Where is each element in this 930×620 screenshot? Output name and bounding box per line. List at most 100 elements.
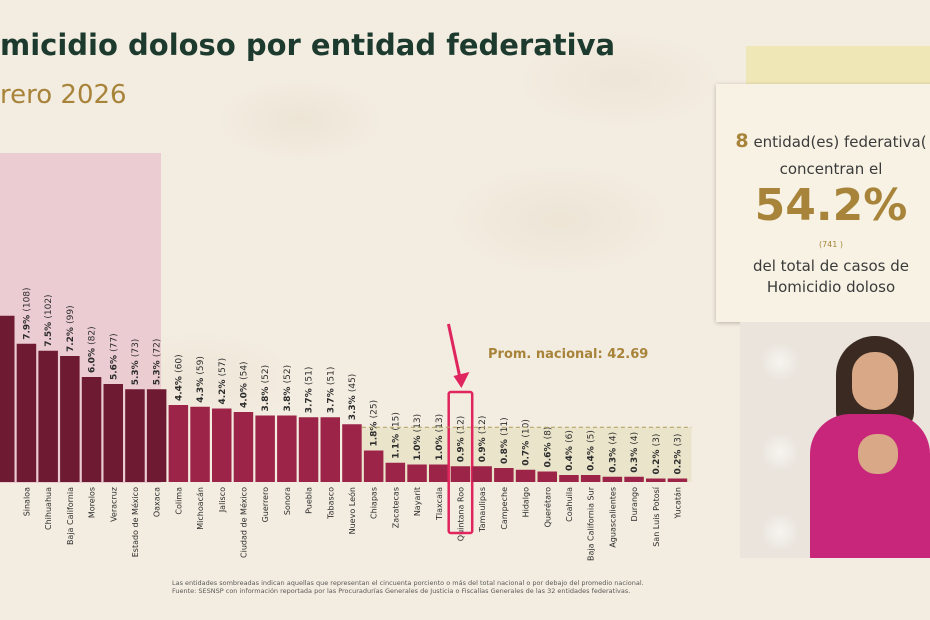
bar-michoacán (190, 406, 210, 482)
state-label: Guerrero (261, 487, 270, 522)
card-line-2: concentran el (779, 160, 883, 178)
state-label: Sonora (283, 487, 292, 515)
state-label: Sinaloa (22, 487, 31, 516)
card-line-3a: del total de casos de (752, 257, 910, 275)
bar-chiapas (363, 450, 384, 482)
bar-puebla (298, 417, 319, 482)
bar-oaxaca (146, 389, 167, 482)
state-label: Tlaxcala (435, 487, 444, 521)
state-label: Coahuila (565, 487, 574, 522)
bar-value-label: 3.7% (51) (326, 367, 336, 414)
footnote: Las entidades sombreadas indican aquella… (172, 579, 712, 595)
bar-nuevo-león (342, 424, 362, 482)
bar-san-luis-potosí (646, 478, 666, 482)
card-entities-text: entidad(es) federativa( (753, 133, 927, 151)
interpreter-hands (858, 434, 898, 474)
bar-value-label: 0.3% (4) (608, 432, 618, 473)
card-percentage: 54.2% (754, 180, 908, 231)
card-line-1: 8 entidad(es) federativa( (716, 130, 930, 152)
bar-value-label: 5.3% (73) (131, 339, 141, 386)
highlight-arrow-line (446, 323, 462, 381)
footnote-line-2: Fuente: SESNSP con información reportada… (172, 587, 631, 595)
bar-aguascalientes (602, 476, 623, 482)
bar-value-label: 0.9% (12) (478, 416, 488, 463)
bar-veracruz (103, 384, 123, 482)
bar-value-label: 0.2% (3) (652, 434, 662, 475)
state-label: Baja California (66, 487, 75, 545)
highlight-arrow-head (453, 372, 470, 388)
card-line-3: del total de casos de Homicidio doloso (716, 256, 930, 298)
state-label: Baja California Sur (587, 486, 596, 561)
state-label: Nayarit (413, 487, 422, 516)
state-label: Michoacán (196, 487, 205, 530)
bar-value-label: 5.6% (77) (109, 333, 119, 380)
state-label: Yucatán (673, 487, 682, 519)
bar-value-label: 3.8% (52) (261, 365, 271, 412)
card-count: 8 (735, 130, 749, 152)
bar-colima (168, 405, 189, 482)
bar-first (0, 315, 15, 482)
state-label: Hidalgo (522, 487, 531, 518)
bar-tlaxcala (429, 464, 449, 482)
bar-value-label: 6.0% (82) (88, 326, 98, 373)
state-label: Tabasco (326, 487, 335, 520)
state-label: Durango (630, 487, 639, 522)
bar-quintana-roo (450, 466, 471, 482)
state-label: Aguascalientes (608, 487, 617, 548)
summary-card: 8 entidad(es) federativa( concentran el … (716, 84, 930, 322)
bar-value-label: 3.8% (52) (283, 365, 293, 412)
state-label: Tamaulipas (478, 487, 487, 533)
card-cases: (741 ) (818, 240, 844, 249)
interpreter-face (852, 352, 898, 410)
state-label: Zacatecas (391, 487, 400, 528)
bar-guerrero (255, 415, 275, 482)
bar-value-label: 0.2% (3) (673, 434, 683, 475)
page-title: micidio doloso por entidad federativa (0, 28, 616, 62)
state-label: Jalisco (218, 487, 227, 513)
state-label: Oaxaca (153, 487, 162, 517)
bar-value-label: 5.3% (72) (153, 339, 163, 386)
bar-value-label: 3.7% (51) (305, 367, 315, 414)
bar-estado-de-méxico (125, 389, 145, 482)
state-label: Puebla (305, 487, 314, 514)
bar-sonora (277, 415, 297, 482)
bar-value-label: 0.4% (6) (565, 430, 575, 471)
state-label: Chiapas (370, 487, 379, 519)
bar-value-label: 7.9% (108) (22, 287, 32, 339)
bar-hidalgo (515, 469, 536, 482)
bar-value-label: 7.2% (99) (66, 305, 76, 352)
state-label: Chihuahua (44, 487, 53, 530)
bar-value-label: 3.3% (45) (348, 374, 358, 421)
bar-value-label: 0.3% (4) (630, 432, 640, 473)
footnote-line-1: Las entidades sombreadas indican aquella… (172, 579, 644, 587)
bar-value-label: 0.8% (11) (500, 417, 510, 464)
bar-value-label: 1.8% (25) (370, 400, 380, 447)
state-label: Veracruz (109, 487, 118, 522)
bar-value-label: 4.3% (59) (196, 356, 206, 403)
bar-campeche (494, 468, 514, 482)
bar-value-label: 0.4% (5) (587, 430, 597, 471)
state-label: Ciudad de México (238, 487, 248, 558)
bar-ciudad-de-méxico (233, 412, 254, 482)
bar-jalisco (212, 408, 232, 482)
bar-baja-california-sur (580, 475, 601, 482)
national-average-label: Prom. nacional: 42.69 (488, 347, 648, 362)
bar-value-label: 4.0% (54) (239, 361, 249, 408)
bar-value-label: 4.4% (60) (174, 354, 184, 401)
bar-querétaro (537, 471, 557, 482)
bar-value-label: 4.2% (57) (218, 358, 228, 405)
bar-value-label: 0.9% (12) (456, 416, 466, 463)
card-line-3b: Homicidio doloso (766, 278, 896, 296)
bar-yucatán (667, 478, 688, 482)
state-label: Estado de México (130, 487, 140, 557)
state-label: Colima (174, 487, 183, 515)
bar-tamaulipas (472, 466, 492, 482)
bar-value-label: 1.0% (13) (413, 414, 423, 461)
bar-tabasco (320, 417, 340, 482)
bar-value-label: 7.5% (102) (44, 294, 54, 346)
state-label: Querétaro (542, 487, 552, 527)
highlight-box (447, 390, 474, 535)
page-subtitle: rero 2026 (0, 80, 127, 110)
state-label: Quintana Roo (456, 487, 465, 541)
